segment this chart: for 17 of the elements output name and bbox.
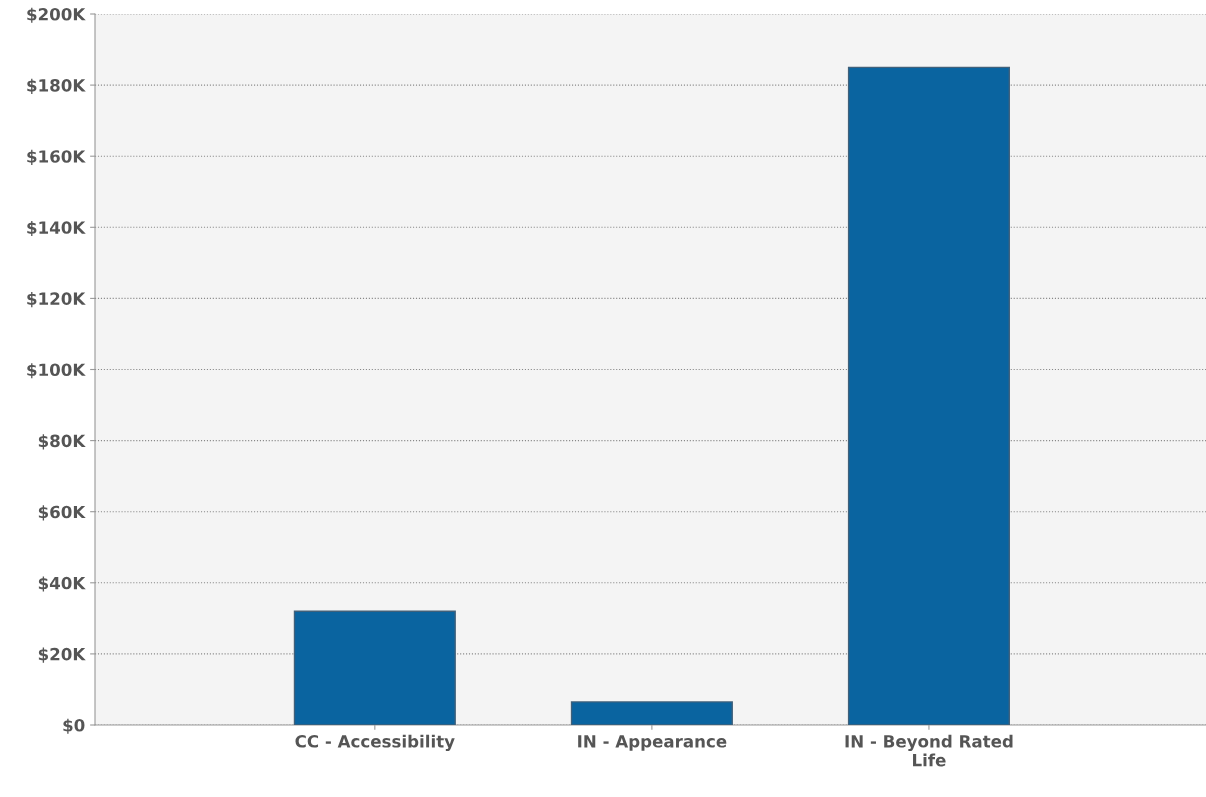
y-tick-label: $0	[63, 718, 85, 734]
bar	[570, 701, 733, 725]
bar	[847, 66, 1010, 725]
y-tick-label: $80K	[38, 434, 86, 450]
y-tick-label: $60K	[38, 505, 86, 521]
y-tick-label: $180K	[27, 78, 86, 94]
bar	[293, 610, 456, 725]
y-tick-label: $40K	[38, 576, 86, 592]
y-tick-label: $20K	[38, 647, 86, 663]
y-tick-label: $100K	[27, 363, 86, 379]
y-tick-label: $120K	[27, 292, 86, 308]
y-tick-label: $200K	[27, 7, 86, 23]
x-tick-label: IN - Beyond Rated Life	[845, 734, 1013, 767]
x-tick-label: IN - Appearance	[578, 735, 727, 751]
y-tick-label: $140K	[27, 220, 86, 237]
y-tick-label: $160K	[27, 149, 86, 165]
x-tick-label: CC - Accessibility	[295, 734, 455, 751]
